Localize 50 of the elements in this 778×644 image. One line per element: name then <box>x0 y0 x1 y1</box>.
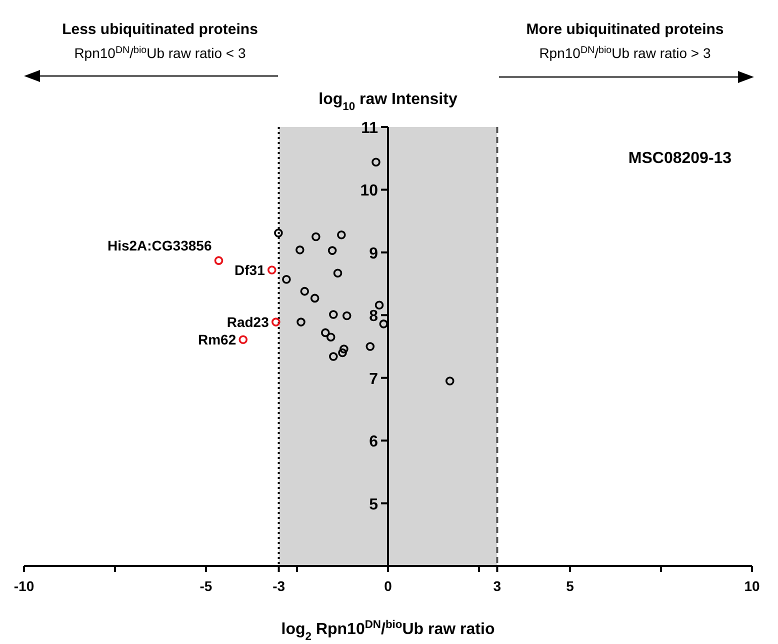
x-tick-label: 5 <box>566 578 574 594</box>
annotation: Df31 <box>234 262 266 278</box>
point <box>445 376 454 386</box>
y-tick-label: 7 <box>369 370 378 388</box>
point <box>372 158 380 167</box>
point <box>214 256 224 265</box>
point <box>333 268 342 278</box>
point <box>329 352 338 361</box>
y-axis-title: log$_{10}$ raw Intensity <box>318 91 458 113</box>
point <box>310 294 320 303</box>
annotation: Rad23 <box>226 314 270 330</box>
text: Rpn10$^{DN}$/$^{bio}$Ub raw ratio > 3 <box>539 44 712 61</box>
point <box>271 318 280 326</box>
point <box>326 332 336 342</box>
point <box>282 274 291 284</box>
point <box>296 318 306 326</box>
text: Less ubiquitinated proteins <box>62 21 258 38</box>
point <box>320 328 330 338</box>
point <box>238 335 248 344</box>
x-tick-label: -10 <box>14 578 34 594</box>
point <box>329 310 338 319</box>
y-tick-label: 5 <box>369 496 378 514</box>
x-tick-label: 3 <box>493 578 502 594</box>
point <box>274 228 283 238</box>
x-tick-label: -5 <box>200 578 212 594</box>
point <box>312 232 320 242</box>
x-tick-label: 10 <box>744 578 760 594</box>
text: More ubiquitinated proteins <box>526 21 724 38</box>
x-axis-title: log$_{2}$ Rpn10$^{DN}$/$^{bio}$Ub raw ratio <box>281 619 495 643</box>
annotation: Rm62 <box>198 332 236 348</box>
y-tick-label: 10 <box>360 182 378 200</box>
y-tick-label: 9 <box>369 245 378 262</box>
point <box>366 342 375 351</box>
point <box>337 230 346 240</box>
x-tick-label: -3 <box>272 578 286 594</box>
point <box>374 300 384 310</box>
point <box>300 286 310 296</box>
point <box>267 266 276 274</box>
point <box>342 311 352 320</box>
text: Rpn10$^{DN}$/$^{bio}$Ub raw ratio < 3 <box>74 44 246 61</box>
point <box>328 246 337 255</box>
y-tick-label: 11 <box>361 120 378 137</box>
y-tick-label: 8 <box>369 308 378 326</box>
point <box>338 348 347 358</box>
y-tick-label: 6 <box>369 434 378 451</box>
point <box>340 344 348 354</box>
x-tick-label: 0 <box>384 578 392 594</box>
point <box>296 246 304 254</box>
annotation: His2A:CG33856 <box>107 238 212 254</box>
annotation: MSC08209-13 <box>628 150 732 167</box>
